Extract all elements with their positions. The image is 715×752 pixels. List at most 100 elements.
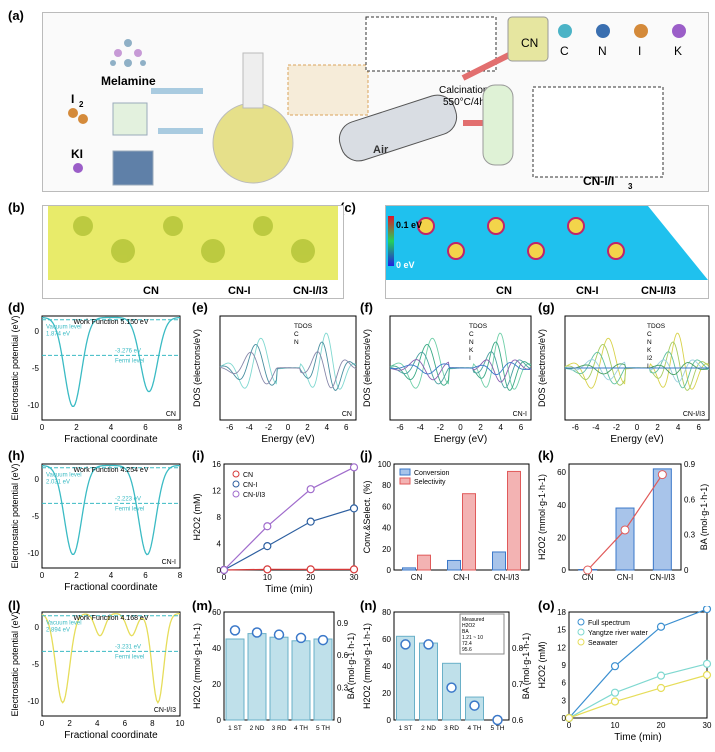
panel-g-label: (g) — [538, 300, 555, 315]
x-tick-label: 8 — [150, 719, 155, 728]
y-tick-label: 100 — [378, 460, 392, 469]
panel-m-chart: 1 ST 2 ND 3 RD 4 TH 5 TH 0 20 40 60 0 0.3 0.6 0.9 H2O… — [190, 606, 360, 746]
x-axis-label: Fractional coordinate — [64, 730, 158, 741]
x-tick-label: 2 — [74, 571, 79, 580]
y-tick-label: 60 — [212, 608, 221, 617]
ba-point — [273, 629, 285, 640]
air-label: Air — [373, 144, 389, 156]
panel-o-chart: Full spectrum Yangtze river water Seawater… — [535, 604, 713, 746]
x-tick-label: 0 — [635, 423, 640, 432]
data-point — [263, 542, 272, 551]
y-tick-label: 0 — [387, 566, 392, 575]
x-axis-label: Time (min) — [265, 584, 312, 594]
x-tick-label: 0 — [40, 719, 45, 728]
legend-entry: N — [469, 339, 474, 346]
panel-a-label: (a) — [8, 8, 24, 23]
panel-f-label: (f) — [360, 300, 373, 315]
tube-product-icon — [482, 84, 514, 166]
panel-n-chart: 1 ST 2 ND 3 RD 4 TH 5 TH 0 20 40 60 80 0.6 0.7 0.8 H2… — [360, 606, 535, 746]
legend-entry: C — [294, 331, 299, 338]
inset-text: Measured — [462, 617, 484, 623]
y-tick-label: 0 — [35, 327, 40, 336]
potential-curve — [41, 612, 181, 704]
b-label-cnii3: CN-I/I3 — [293, 285, 328, 297]
panel-k-chart: CN CN-I CN-I/I3 0 20 40 60 0 0.3 0.6 0.9 H2O2 (mmol… — [535, 458, 713, 594]
dos-curve-2 — [219, 351, 357, 389]
bar-h2o2 — [652, 468, 672, 571]
bar-h2o2 — [291, 640, 311, 721]
series-line-0 — [223, 568, 354, 571]
x-tick-label: 4 — [109, 423, 114, 432]
ba-point — [657, 470, 667, 480]
x-tick-label: -6 — [572, 423, 580, 432]
y-tick-label: 8 — [217, 513, 222, 522]
data-point — [219, 565, 229, 575]
legend-entry: N — [647, 339, 652, 346]
series-line-2 — [568, 674, 708, 719]
legend-entry: C — [469, 331, 474, 338]
y-axis-label: H2O2 (mmol·g-1·h-1) — [192, 623, 202, 709]
bar-selectivity — [507, 470, 521, 571]
legend-label: CN-I/I3 — [683, 411, 705, 418]
y-tick-label: 0 — [35, 623, 40, 632]
x-tick-label: 6 — [696, 423, 701, 432]
panel-o-label: (o) — [538, 598, 555, 613]
x-tick-label: 1 ST — [399, 725, 413, 732]
panel-f-chart: TDOS C N K I CN-I -6 -4 -2 0 2 4 6 Energy (eV) DOS (el… — [360, 310, 535, 446]
legend-marker — [232, 470, 240, 478]
cn-vial-label: CN — [521, 36, 538, 50]
legend-swatch — [399, 468, 411, 476]
legend-entry: Selectivity — [414, 479, 446, 486]
y-tick-label: -5 — [32, 660, 40, 669]
x-tick-label: -6 — [397, 423, 405, 432]
panel-d-chart: Work Function 5.150 eV Vacuum level 1.874 … — [8, 310, 188, 446]
x-tick-label: 4 — [95, 719, 100, 728]
x-tick-label: 6 — [143, 423, 148, 432]
ba-point — [620, 525, 630, 535]
legend-entry: CN — [243, 472, 253, 479]
y-axis-label: Conv.&Select. (%) — [362, 481, 372, 554]
y-tick-label: 18 — [557, 608, 566, 617]
data-point — [263, 522, 272, 531]
y-tick-label: 80 — [382, 481, 391, 490]
legend-entry: I2 — [647, 355, 653, 362]
inset-text: 72.4 — [462, 641, 472, 647]
x-tick-label: 6 — [123, 719, 128, 728]
work-function-title: Work Function 5.150 eV — [74, 319, 149, 326]
x-tick-label: 6 — [143, 571, 148, 580]
y-axis-label: DOS (electrons/eV) — [362, 329, 372, 407]
data-point — [702, 604, 712, 614]
data-point — [349, 504, 359, 513]
ba-point — [492, 714, 503, 726]
data-point — [263, 565, 272, 574]
x-tick-label: 0 — [40, 423, 45, 432]
data-point — [564, 713, 574, 723]
ba-point — [229, 625, 241, 636]
data-point — [656, 683, 666, 693]
y-tick-label: 3 — [562, 696, 567, 705]
x-tick-label: 4 TH — [468, 725, 482, 732]
panel-m-label: (m) — [192, 598, 213, 613]
data-point — [349, 565, 359, 574]
zoom-inset — [287, 64, 369, 116]
c-scale-bottom: 0 eV — [396, 260, 415, 270]
legend-entry: Yangtze river water — [588, 630, 648, 637]
panel-e-chart: TDOS C N CN -6 -4 -2 0 2 4 6 Energy (eV) DOS (electr… — [190, 310, 360, 446]
legend-marker — [232, 480, 240, 488]
y-axis-label: H2O2 (mM) — [537, 641, 547, 688]
x-tick-label: -2 — [613, 423, 621, 432]
y-tick-label: 0 — [562, 714, 567, 723]
vial-icon — [507, 16, 549, 62]
x-tick-label: 6 — [344, 423, 349, 432]
series-line-1 — [223, 507, 355, 571]
ba-point — [446, 682, 457, 693]
y-tick-label: 20 — [212, 680, 221, 689]
vacuum-label: Vacuum level — [46, 325, 82, 331]
legend-entry: Seawater — [588, 640, 618, 647]
legend-i: I — [638, 44, 641, 58]
x-tick-label: CN — [582, 573, 594, 582]
y-axis-label: DOS (electrons/eV) — [192, 329, 202, 407]
vacuum-value: 2.031 eV — [46, 480, 70, 486]
x-axis-label: Fractional coordinate — [64, 434, 158, 445]
inset-text: BA — [462, 629, 469, 635]
